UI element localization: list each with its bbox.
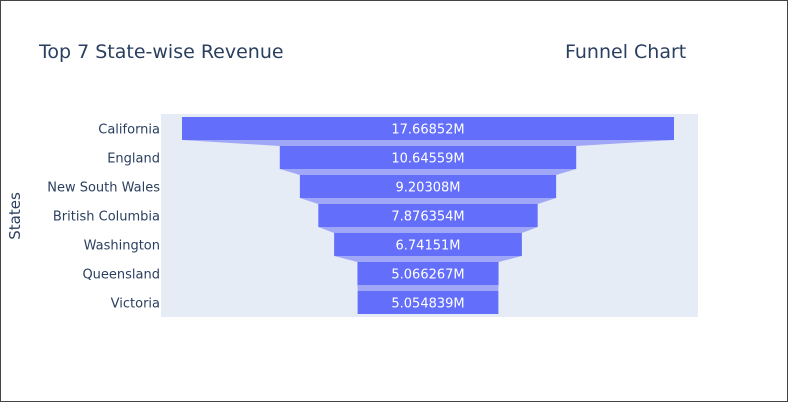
bar-value-label: 6.74151M [396,239,461,254]
funnel-bars [182,117,674,314]
funnel-bar[interactable] [299,175,557,198]
y-axis-title: States [6,192,24,240]
y-tick-label: Queensland [82,268,160,283]
funnel-connector [279,169,577,175]
y-tick-label: Victoria [111,297,160,312]
funnel-connector [318,227,538,233]
chart-annotation: Funnel Chart [565,41,686,63]
y-tick-label: Washington [84,239,160,254]
bar-value-label: 5.066267M [391,268,464,283]
bar-value-label: 10.64559M [391,152,464,167]
funnel-bar[interactable] [334,233,522,256]
bar-value-label: 7.876354M [391,210,464,225]
funnel-connector [334,256,522,262]
funnel-bar[interactable] [318,204,538,227]
y-tick-label: California [98,123,160,138]
funnel-connector [182,140,674,146]
bar-labels: 17.66852M 10.64559M 9.20308M 7.876354M 6.741… [391,123,464,312]
funnel-bar[interactable] [279,146,577,169]
funnel-connectors [182,140,674,291]
chart-title: Top 7 State-wise Revenue [38,41,284,63]
bar-value-label: 5.054839M [391,297,464,312]
y-tick-label: New South Wales [47,181,160,196]
bar-value-label: 17.66852M [391,123,464,138]
funnel-bar[interactable] [357,291,499,314]
funnel-bar[interactable] [357,262,499,285]
y-axis-ticks: California England New South Wales British … [47,123,160,312]
bar-value-label: 9.20308M [396,181,461,196]
funnel-bar[interactable] [182,117,674,140]
y-tick-label: British Columbia [53,210,160,225]
funnel-connector [357,285,499,291]
funnel-connector [299,198,557,204]
y-tick-label: England [107,152,160,167]
